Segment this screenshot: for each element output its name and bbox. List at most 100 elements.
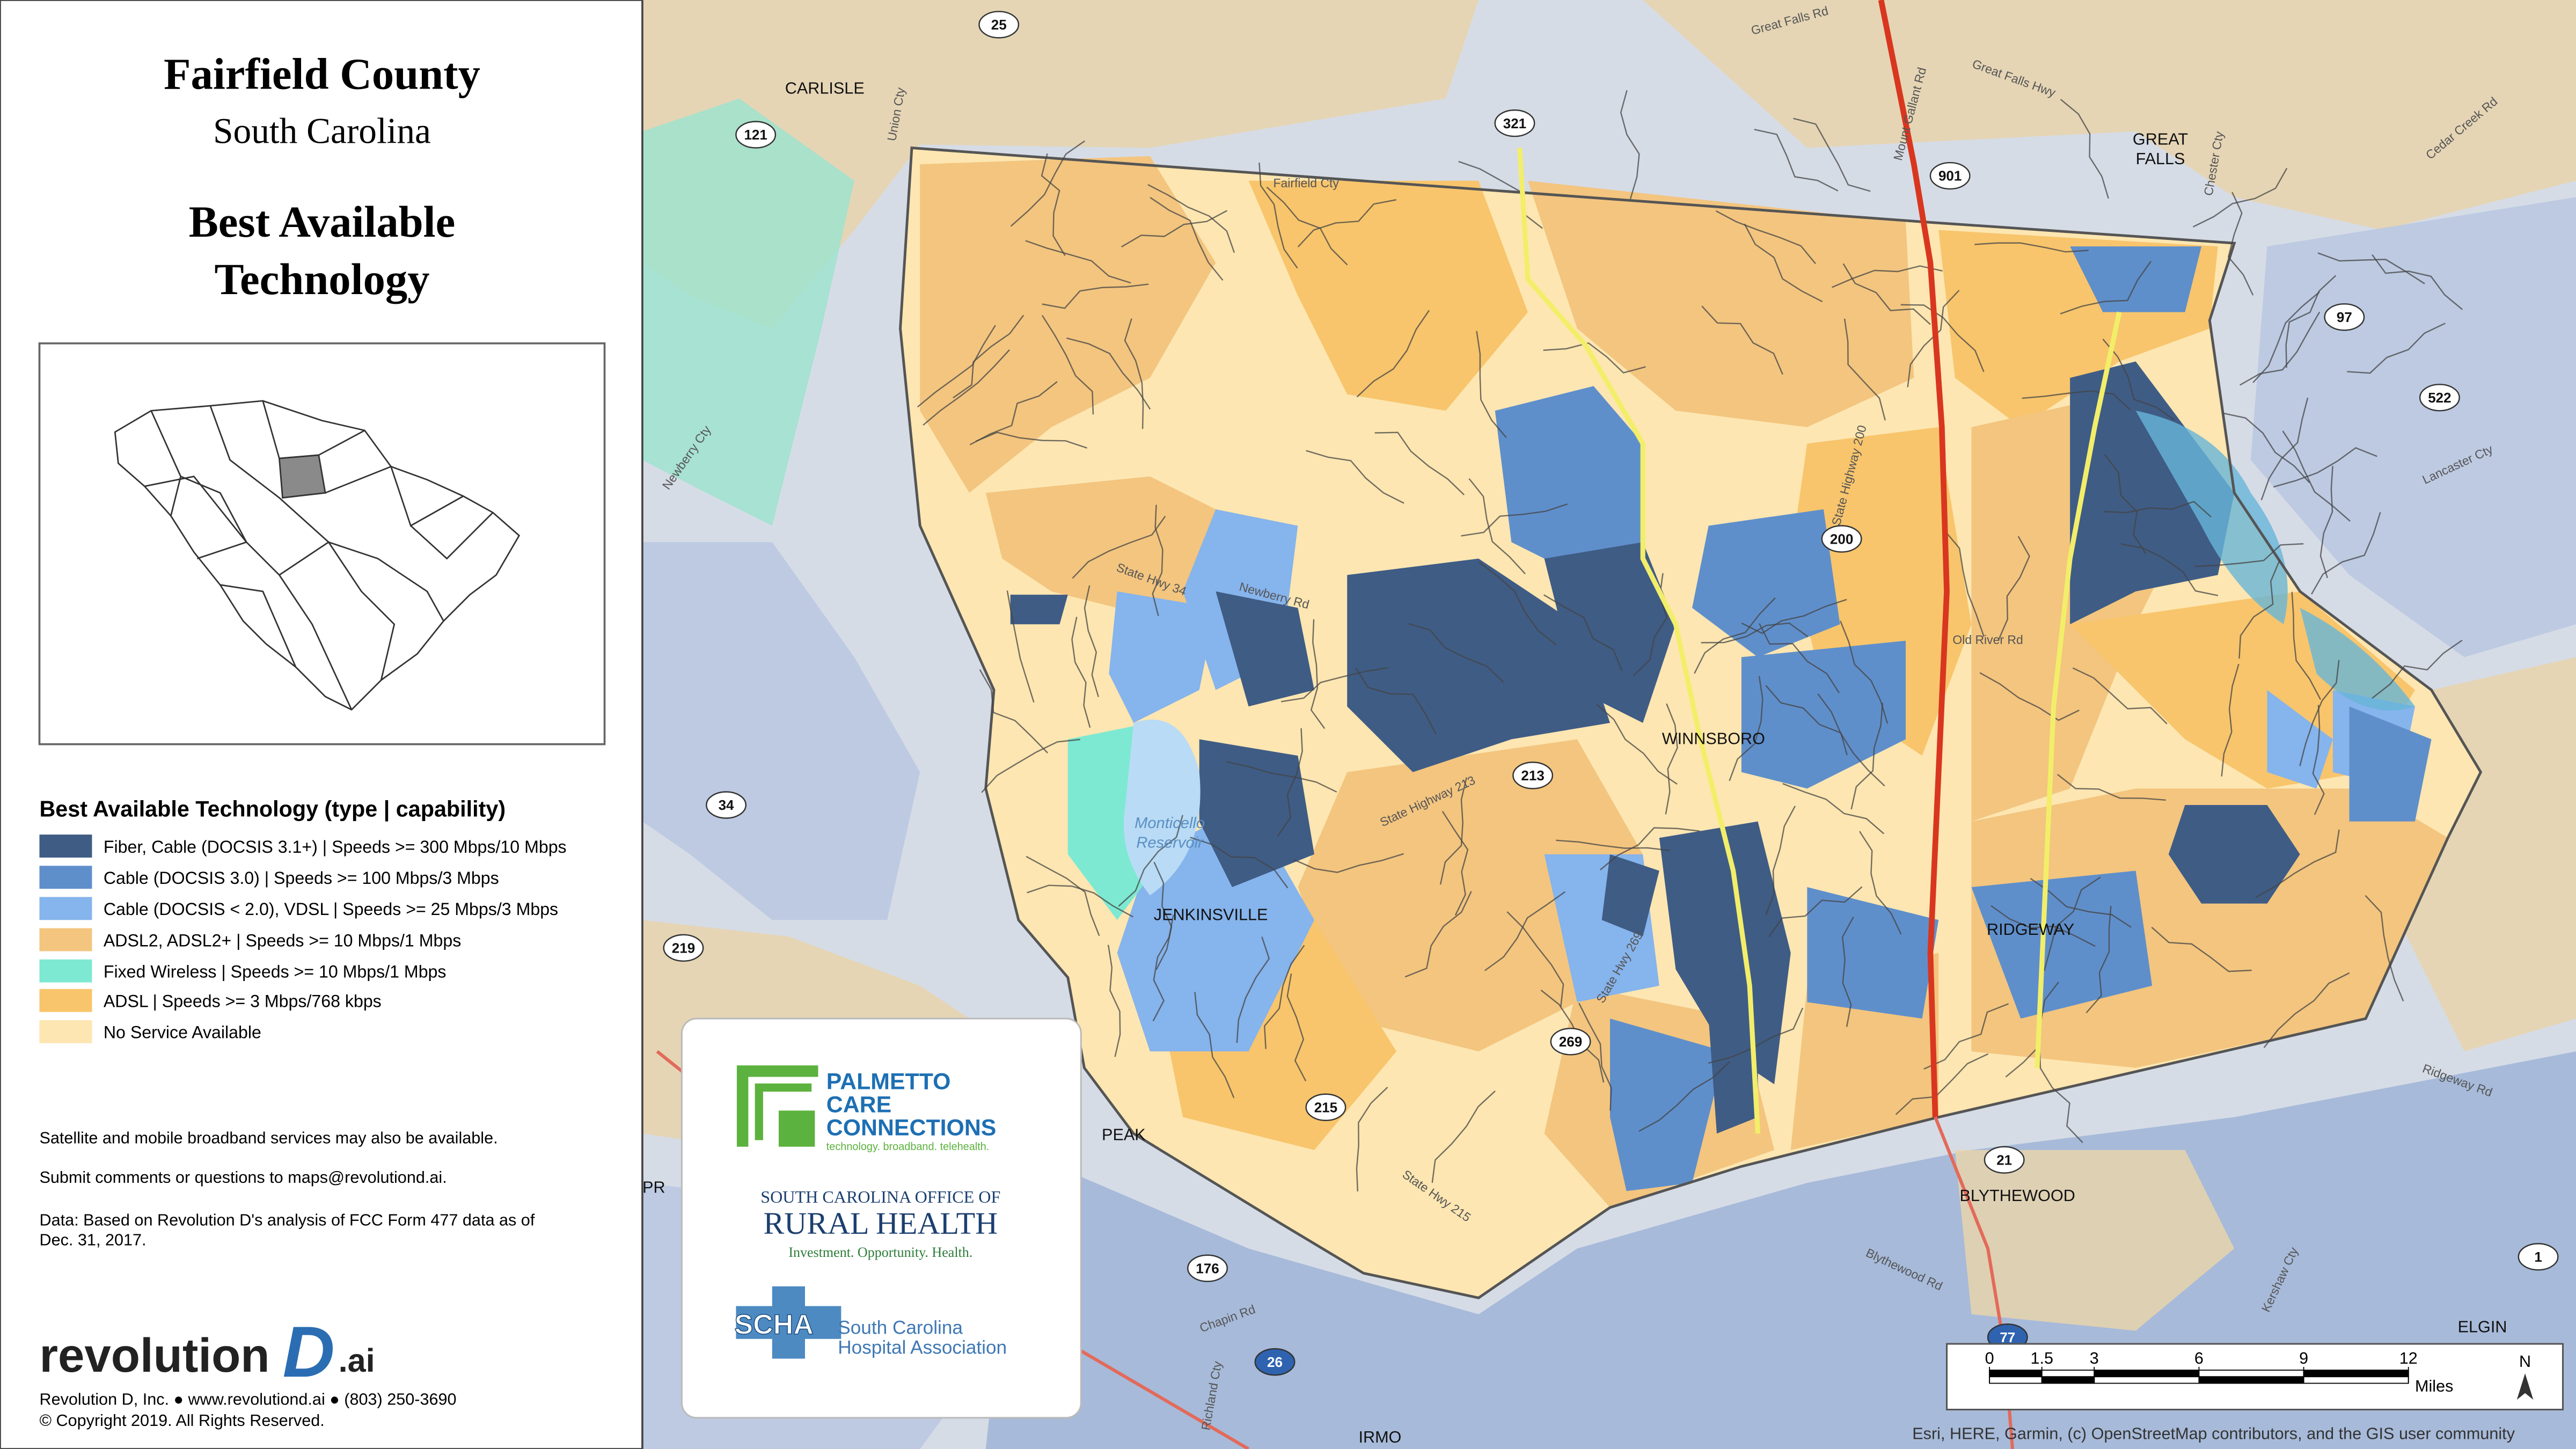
local-road bbox=[923, 349, 1011, 426]
route-number: 213 bbox=[1521, 767, 1544, 784]
logo-mark: D bbox=[283, 1311, 335, 1392]
local-road bbox=[1599, 827, 1700, 870]
local-road bbox=[1850, 702, 1884, 810]
local-road bbox=[2192, 167, 2288, 228]
local-road bbox=[1708, 1007, 1804, 1064]
north-arrow bbox=[2516, 1373, 2534, 1400]
local-road bbox=[1543, 594, 1623, 671]
route-shield bbox=[1929, 162, 1971, 190]
local-road bbox=[1900, 304, 1985, 372]
local-road bbox=[1907, 290, 1960, 387]
legend-label: ADSL | Speeds >= 3 Mbps/768 kbps bbox=[104, 992, 382, 1011]
local-road bbox=[2291, 591, 2322, 700]
coverage-area bbox=[1544, 542, 1676, 723]
local-road bbox=[1506, 911, 1564, 1007]
coverage-area bbox=[2349, 706, 2432, 822]
local-road bbox=[2227, 192, 2254, 296]
sponsor-text: CONNECTIONS bbox=[826, 1115, 997, 1140]
us-highway bbox=[2035, 311, 2122, 1069]
local-road bbox=[1027, 884, 1133, 918]
panel-heading: Best Available bbox=[189, 197, 456, 246]
local-road bbox=[1310, 619, 1326, 729]
local-road bbox=[1478, 561, 1557, 646]
local-road bbox=[1010, 140, 1086, 227]
scale-segment bbox=[2198, 1376, 2304, 1384]
scale-segment bbox=[2094, 1376, 2200, 1384]
place-label: JENKINSVILLE bbox=[1154, 905, 1268, 924]
scale-segment bbox=[2041, 1376, 2095, 1384]
local-road bbox=[1439, 777, 1467, 885]
local-road bbox=[2022, 390, 2131, 411]
local-road bbox=[1765, 685, 1848, 756]
local-road bbox=[2263, 972, 2350, 1048]
local-road bbox=[2372, 254, 2463, 310]
local-road bbox=[1042, 315, 1094, 415]
local-road bbox=[1461, 503, 1568, 537]
local-road bbox=[2103, 501, 2212, 518]
local-road bbox=[1072, 516, 1166, 579]
local-road bbox=[2311, 512, 2381, 595]
scale-segment bbox=[2303, 1370, 2409, 1378]
local-road bbox=[1468, 478, 1526, 575]
place-label: IRMO bbox=[1358, 1428, 1401, 1446]
local-road bbox=[1121, 210, 1228, 248]
local-road bbox=[969, 381, 1058, 445]
local-road bbox=[1147, 184, 1235, 253]
us-highway bbox=[1517, 148, 1761, 1134]
local-road bbox=[2222, 412, 2310, 484]
reservoir-label: Reservoir bbox=[1136, 835, 1204, 852]
local-road bbox=[1404, 891, 1472, 978]
local-road bbox=[1355, 667, 1437, 735]
county-line bbox=[325, 465, 464, 527]
interstate bbox=[1878, 0, 1950, 1117]
local-road bbox=[1297, 199, 1396, 247]
coverage-area bbox=[1692, 509, 1840, 657]
local-road bbox=[1107, 945, 1121, 1057]
legend-swatch bbox=[39, 989, 92, 1012]
local-road bbox=[1923, 1003, 2009, 1070]
footer-line: Revolution D, Inc. ● www.revolutiond.ai … bbox=[39, 1390, 456, 1408]
local-road bbox=[2072, 667, 2168, 724]
local-road bbox=[1793, 118, 1871, 192]
coverage-area bbox=[1495, 386, 1643, 575]
local-road bbox=[2372, 639, 2463, 699]
note: Submit comments or questions to maps@rev… bbox=[39, 1168, 447, 1187]
coverage-area bbox=[1610, 1018, 1725, 1191]
local-road bbox=[1153, 861, 1173, 970]
legend-title: Best Available Technology (type | capabi… bbox=[39, 796, 506, 821]
local-road bbox=[1842, 263, 1931, 325]
local-road bbox=[1150, 196, 1224, 281]
local-road bbox=[1484, 891, 1566, 971]
route-shield bbox=[1187, 1254, 1228, 1282]
local-road bbox=[2060, 99, 2109, 199]
logo-shape bbox=[736, 1306, 841, 1339]
place-label: FALLS bbox=[2136, 150, 2185, 168]
local-road bbox=[2221, 664, 2240, 777]
route-shield bbox=[978, 11, 1020, 39]
local-road bbox=[1066, 337, 1151, 410]
local-road bbox=[2273, 447, 2377, 488]
route-number: 21 bbox=[1996, 1152, 2012, 1168]
local-road bbox=[1277, 728, 1303, 837]
route-shield bbox=[1305, 1093, 1346, 1121]
logo-suffix: .ai bbox=[339, 1342, 375, 1379]
local-road bbox=[2285, 275, 2337, 368]
road-label: Old River Rd bbox=[1952, 633, 2023, 647]
route-shield bbox=[1494, 109, 1535, 137]
coverage-area bbox=[920, 156, 1216, 493]
local-road bbox=[2260, 397, 2309, 501]
local-road bbox=[1306, 450, 1404, 504]
coverage-area bbox=[2168, 805, 2300, 904]
scale-label: 1.5 bbox=[2030, 1349, 2053, 1367]
local-road bbox=[1152, 914, 1174, 1022]
route-number: 25 bbox=[991, 17, 1007, 33]
coverage-area bbox=[1199, 739, 1314, 888]
note: Satellite and mobile broadband services … bbox=[39, 1129, 497, 1147]
county-line bbox=[410, 512, 494, 560]
local-road bbox=[1578, 1002, 1612, 1111]
local-road bbox=[2312, 705, 2325, 815]
local-road bbox=[1226, 761, 1337, 793]
local-road bbox=[1118, 815, 1183, 907]
local-road bbox=[1944, 530, 1985, 637]
local-road bbox=[2255, 829, 2340, 898]
